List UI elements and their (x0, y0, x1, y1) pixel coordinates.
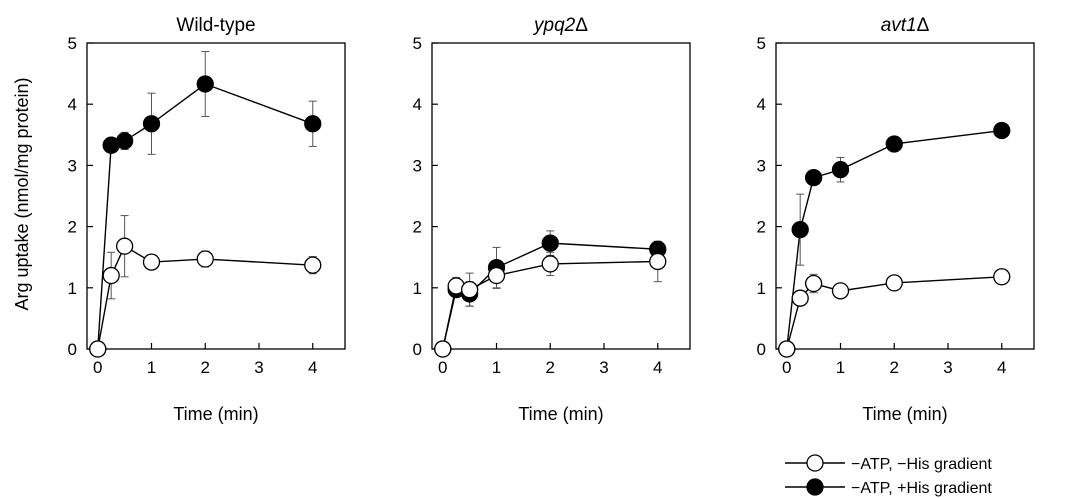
y-tick-label: 2 (413, 218, 422, 237)
y-tick-label: 0 (413, 340, 422, 359)
data-point (541, 255, 559, 273)
x-tick-label: 4 (653, 358, 662, 377)
y-tick-label: 0 (757, 340, 766, 359)
x-tick-label: 0 (438, 358, 447, 377)
y-tick-label: 5 (413, 34, 422, 53)
series-line (786, 129, 1002, 350)
legend-item-2: −ATP, +His gradient (785, 478, 992, 497)
legend-label: −ATP, −His gradient (851, 456, 992, 473)
data-point (196, 250, 214, 268)
data-point (460, 280, 479, 299)
x-tick-label: 0 (93, 358, 102, 377)
data-point (434, 340, 452, 358)
y-tick-label: 2 (68, 218, 77, 237)
x-tick-label: 3 (943, 358, 952, 377)
data-point (304, 115, 322, 133)
panel-title: ypq2Δ (532, 15, 588, 36)
data-point (142, 115, 161, 133)
y-tick-label: 4 (413, 95, 422, 114)
y-tick-label: 1 (68, 279, 77, 298)
data-point (778, 340, 796, 358)
x-axis-label: Time (min) (862, 404, 947, 424)
panel-2: ypq2Δ 0 1 2 3 4 5 0 1 2 3 4 Time (min) (413, 15, 691, 424)
x-tick-label: 1 (147, 358, 156, 377)
y-tick-label: 3 (413, 156, 422, 175)
data-point (993, 268, 1011, 286)
x-tick-label: 3 (599, 358, 608, 377)
y-tick-label: 5 (68, 34, 77, 53)
legend-marker (806, 478, 824, 496)
legend-item-1: −ATP, −His gradient (785, 454, 992, 473)
x-axis-label: Time (min) (518, 404, 603, 424)
y-tick-label: 1 (757, 279, 766, 298)
series-line (786, 276, 1002, 350)
legend-marker (806, 454, 824, 472)
x-tick-label: 2 (890, 358, 899, 377)
data-point (993, 121, 1011, 140)
data-point (304, 256, 322, 274)
x-tick-label: 2 (546, 358, 555, 377)
y-tick-label: 4 (68, 95, 77, 114)
data-point (142, 253, 161, 271)
data-point (102, 266, 120, 285)
panel-title-name: Wild-type (176, 15, 255, 36)
data-point (791, 221, 809, 239)
data-point (831, 161, 850, 179)
panel-title-suffix: Δ (917, 15, 930, 36)
x-tick-label: 1 (836, 358, 845, 377)
panel-title-name: avt1 (881, 15, 917, 36)
y-tick-label: 3 (757, 156, 766, 175)
y-tick-label: 1 (413, 279, 422, 298)
panel-title-name: ypq2 (532, 15, 576, 36)
x-tick-label: 4 (308, 358, 317, 377)
data-point (487, 266, 506, 285)
data-point (804, 168, 823, 187)
plot-frame (86, 42, 346, 350)
panel-title-suffix: Δ (575, 15, 588, 36)
data-point (885, 274, 903, 292)
y-tick-label: 2 (757, 218, 766, 237)
x-tick-label: 1 (492, 358, 501, 377)
panel-3: avt1Δ 0 1 2 3 4 5 0 1 2 3 4 Time (min) (757, 15, 1035, 424)
series-line (97, 245, 313, 350)
x-tick-label: 4 (997, 358, 1006, 377)
plot-frame (431, 42, 691, 350)
plot-frame (775, 42, 1035, 350)
y-axis-label: Arg uptake (nmol/mg protein) (12, 77, 32, 310)
series-2 (97, 51, 317, 350)
series-2 (786, 123, 1006, 350)
data-point (791, 289, 809, 307)
y-tick-label: 4 (757, 95, 766, 114)
data-point (649, 252, 667, 271)
panel-title: Wild-type (176, 15, 255, 36)
y-tick-label: 0 (68, 340, 77, 359)
y-tick-label: 3 (68, 156, 77, 175)
data-point (89, 340, 107, 358)
data-point (831, 282, 850, 300)
legend-label: −ATP, +His gradient (851, 480, 992, 497)
y-tick-label: 5 (757, 34, 766, 53)
x-axis-label: Time (min) (173, 404, 258, 424)
data-point (115, 132, 134, 150)
panel-1: Wild-type 0 1 2 3 4 5 0 1 2 3 4 Time (min) (68, 15, 346, 424)
x-tick-label: 2 (201, 358, 210, 377)
panel-title: avt1Δ (881, 15, 930, 36)
data-point (196, 75, 214, 93)
data-point (541, 234, 559, 252)
data-point (804, 274, 823, 293)
series-1 (97, 215, 317, 350)
legend: −ATP, −His gradient −ATP, +His gradient (785, 454, 992, 497)
x-tick-label: 0 (782, 358, 791, 377)
series-line (97, 83, 313, 350)
x-tick-label: 3 (254, 358, 263, 377)
data-point (885, 135, 903, 153)
data-point (115, 237, 134, 255)
